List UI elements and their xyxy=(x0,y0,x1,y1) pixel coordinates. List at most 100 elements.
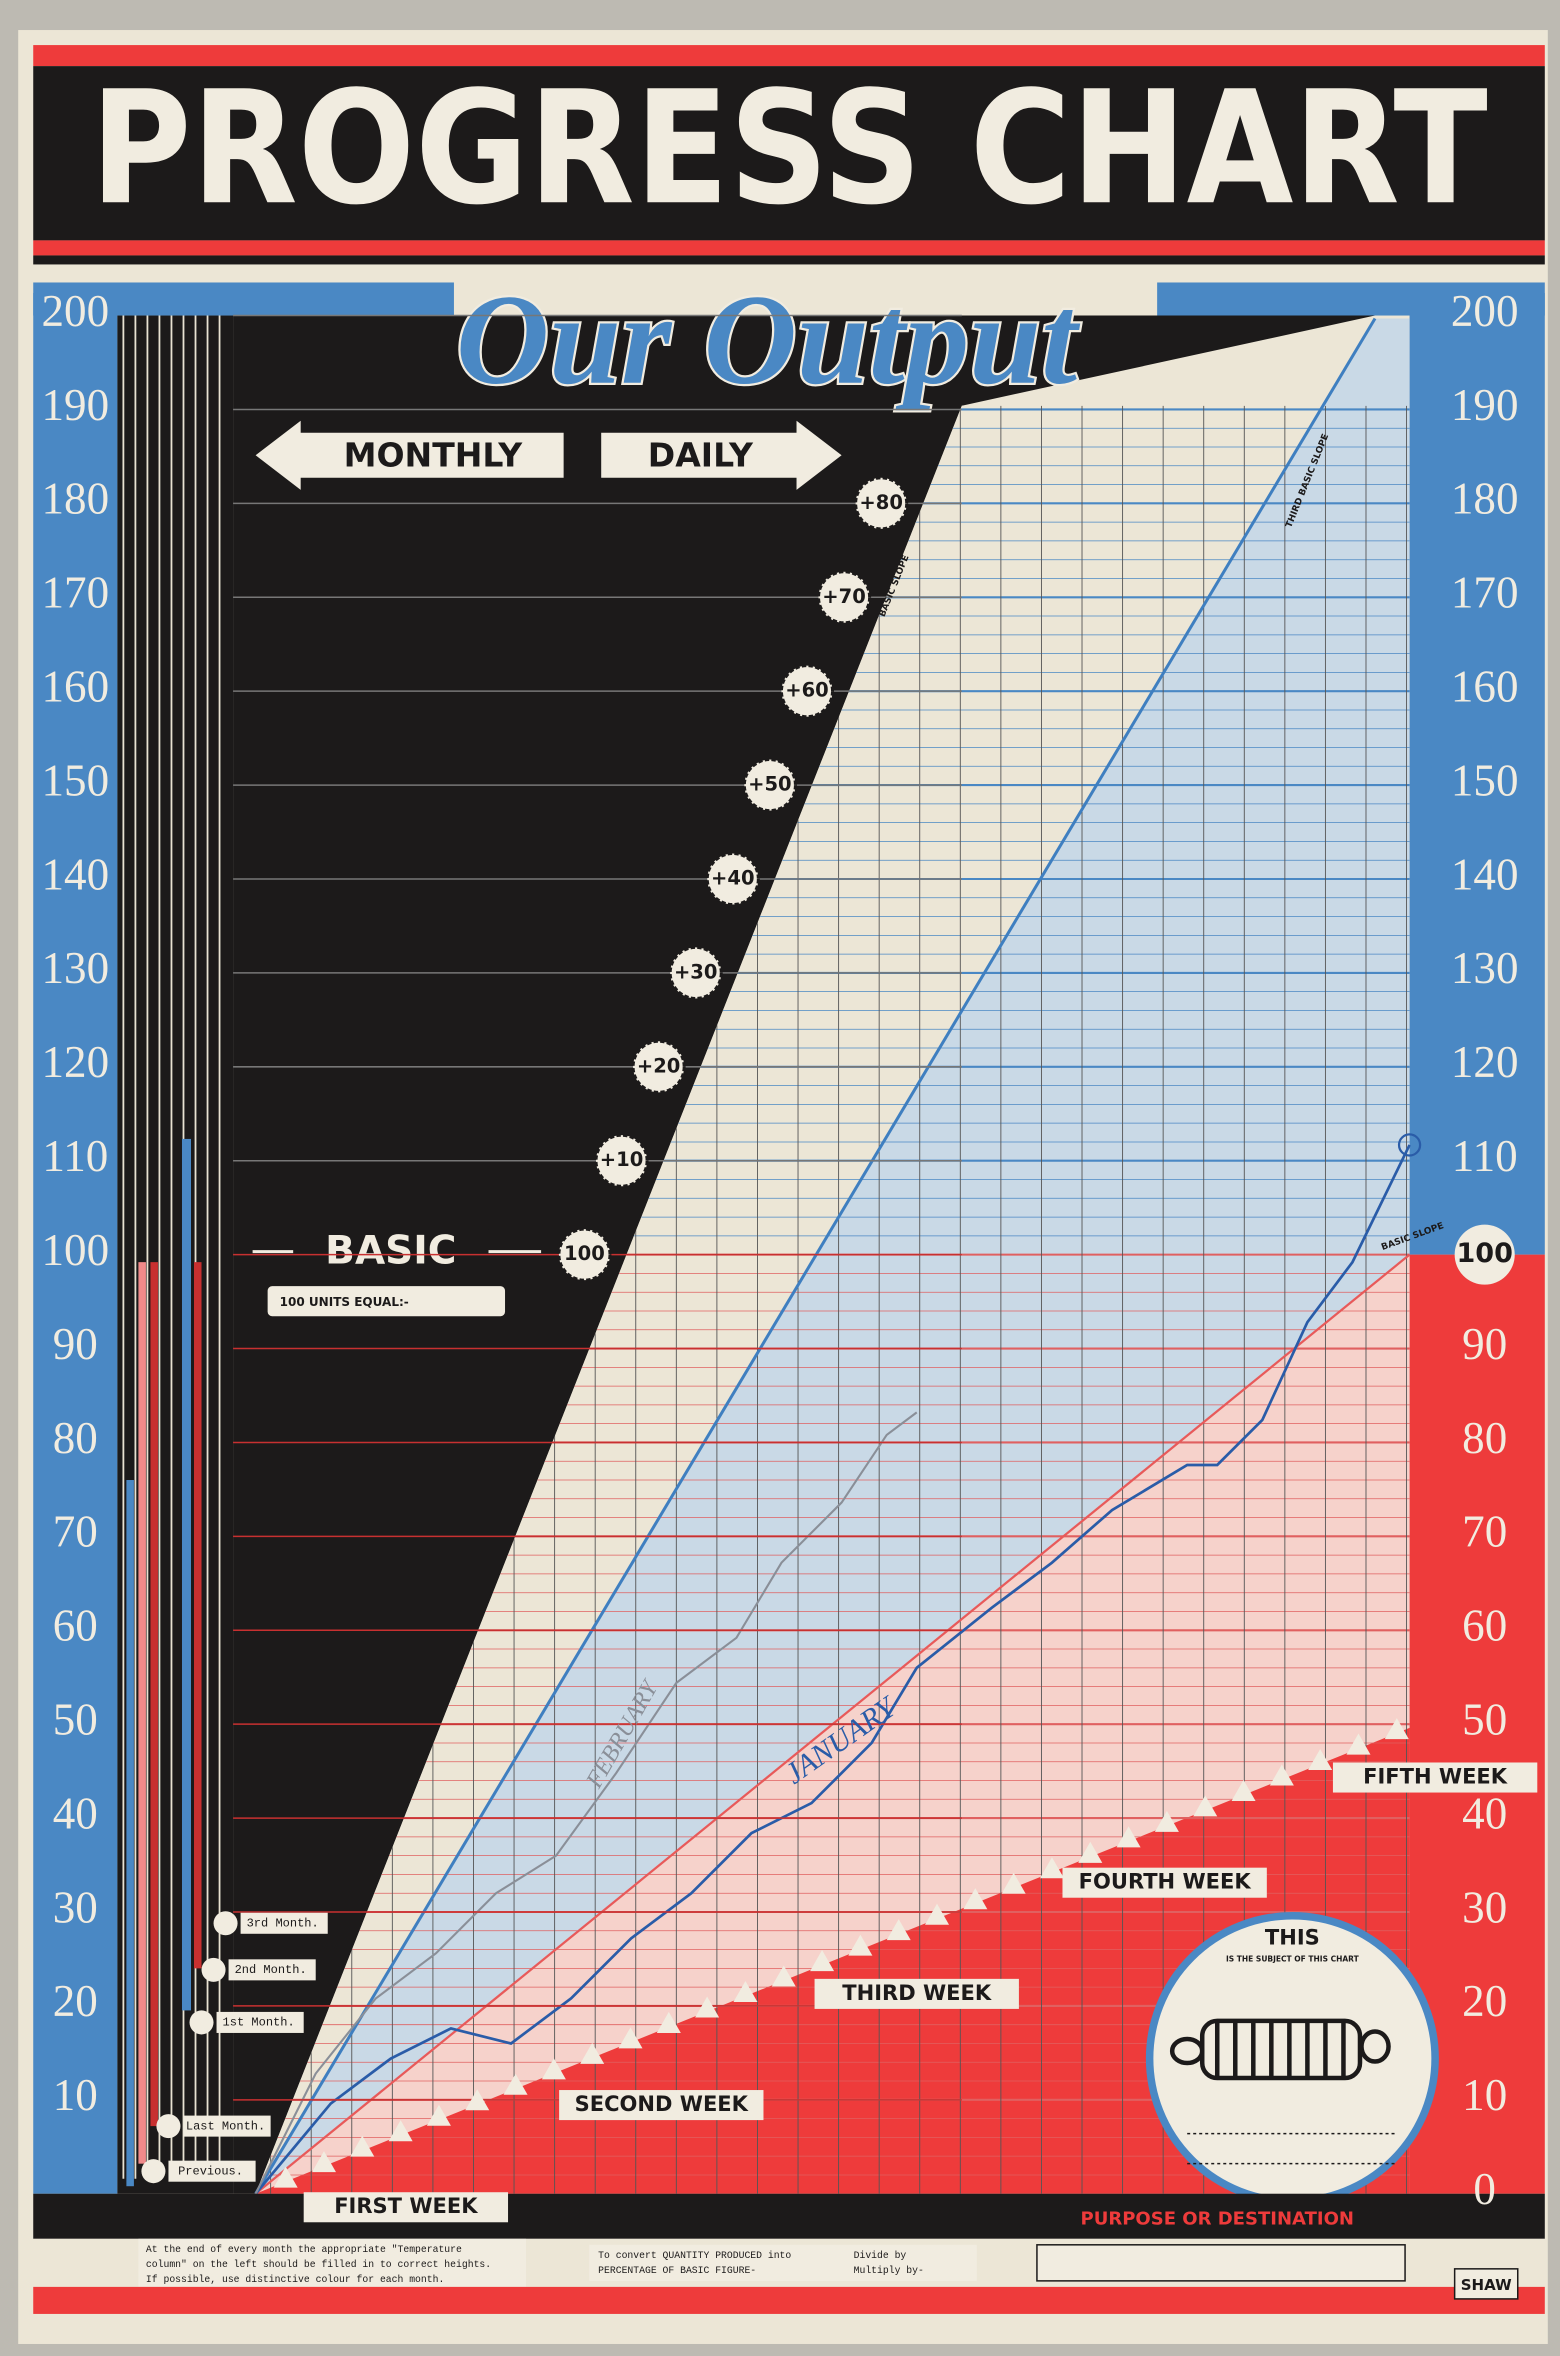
week-marker xyxy=(465,2089,490,2111)
week-marker xyxy=(503,2073,528,2095)
right-scale-label: 130 xyxy=(1451,943,1519,993)
left-scale-column xyxy=(33,292,118,2194)
divide-line: Divide by xyxy=(854,2250,907,2261)
left-scale-label: 90 xyxy=(53,1319,98,1369)
left-scale-label: 120 xyxy=(42,1037,110,1087)
week-marker xyxy=(388,2120,413,2142)
right-scale-label: 120 xyxy=(1451,1037,1519,1087)
week-marker xyxy=(733,1980,758,2003)
note-line: If possible, use distinctive colour for … xyxy=(146,2274,444,2285)
badge xyxy=(854,476,909,531)
thermo-tag xyxy=(240,1912,328,1934)
right-scale-label: 50 xyxy=(1462,1695,1507,1745)
end-marker xyxy=(1397,1133,1422,1157)
left-scale-label: 140 xyxy=(42,849,110,899)
badge xyxy=(705,851,760,907)
left-scale-label: 200 xyxy=(42,286,110,336)
week-box xyxy=(559,2090,764,2121)
subtitle: Our Output xyxy=(456,268,1081,411)
week-marker xyxy=(656,2011,681,2033)
right-scale-label: 140 xyxy=(1451,849,1519,899)
monthly-arrow xyxy=(255,420,564,490)
left-scale-label: 80 xyxy=(53,1413,98,1463)
badge xyxy=(557,1227,612,1282)
week-box xyxy=(303,2192,509,2223)
right-scale-label: 100 xyxy=(1456,1238,1512,1269)
week-marker xyxy=(1001,1872,1026,1894)
left-scale-label: 100 xyxy=(42,1225,110,1275)
right-scale-label: 110 xyxy=(1452,1131,1518,1181)
week-label: THIRD WEEK xyxy=(842,1980,992,2005)
left-scale-label: 130 xyxy=(42,943,110,993)
badge-label: +80 xyxy=(859,491,903,514)
daily-label: DAILY xyxy=(648,435,754,474)
thermo-label: 2nd Month. xyxy=(235,1963,307,1977)
thermo-bulb xyxy=(213,1911,238,1936)
week-marker xyxy=(924,1903,950,1925)
right-scale-label: 180 xyxy=(1451,474,1519,524)
daily-arrow xyxy=(601,420,842,490)
week-marker xyxy=(580,2042,605,2064)
badge xyxy=(668,945,723,1000)
week-label: FOURTH WEEK xyxy=(1079,1869,1252,1894)
week-marker xyxy=(1231,1779,1256,1801)
left-scale-label: 180 xyxy=(42,474,110,524)
black-rule xyxy=(33,255,1545,265)
right-scale-label: 30 xyxy=(1462,1882,1507,1932)
left-scale-label: 30 xyxy=(53,1882,98,1932)
week-marker xyxy=(1269,1764,1294,1786)
week-marker xyxy=(311,2151,336,2173)
week-marker xyxy=(695,1996,720,2018)
week-label: FIFTH WEEK xyxy=(1363,1764,1508,1789)
basic-bg xyxy=(293,1229,489,1275)
week-marker xyxy=(618,2027,643,2049)
left-scale-label: 110 xyxy=(42,1131,108,1181)
badge xyxy=(742,758,797,813)
week-marker xyxy=(963,1888,988,1910)
week-marker xyxy=(1384,1718,1409,1740)
right-scale-label: 90 xyxy=(1462,1319,1507,1369)
thermo-bulb xyxy=(156,2114,181,2139)
thermo-bulb xyxy=(141,2159,166,2184)
week-marker xyxy=(273,2166,298,2188)
note-line: At the end of every month the appropriat… xyxy=(146,2244,462,2255)
thermo-label: Last Month. xyxy=(186,2119,265,2133)
subject-caption: IS THE SUBJECT OF THIS CHART xyxy=(1226,1954,1360,1963)
week-box xyxy=(1332,1762,1538,1793)
week-label: FIRST WEEK xyxy=(334,2193,478,2218)
left-scale-label: 40 xyxy=(53,1788,98,1838)
week-marker xyxy=(1154,1810,1179,1832)
thermo-tag xyxy=(216,2011,304,2033)
left-scale-label: 60 xyxy=(53,1601,98,1651)
signature: SHAW xyxy=(1461,2276,1512,2294)
title-band xyxy=(33,66,1545,241)
week-marker xyxy=(886,1919,911,1941)
week-marker xyxy=(771,1965,796,1987)
red-rule xyxy=(33,240,1545,256)
january-line xyxy=(254,1144,1411,2195)
basic-slope-line xyxy=(254,317,1377,2195)
divide-line: Multiply by- xyxy=(854,2265,924,2276)
week-marker xyxy=(1039,1857,1064,1879)
left-scale-label: 150 xyxy=(42,755,110,805)
badge-label: +10 xyxy=(600,1148,644,1171)
week-marker xyxy=(1078,1841,1103,1863)
left-scale-label: 190 xyxy=(42,380,110,430)
thermo-fill xyxy=(181,1138,191,2011)
note-line: column" on the left should be filled in … xyxy=(146,2259,491,2270)
week-marker xyxy=(426,2104,451,2126)
bottom-red-band xyxy=(33,2286,1545,2314)
left-scale-label: 70 xyxy=(53,1507,98,1557)
monthly-label: MONTHLY xyxy=(344,435,524,474)
right-scale-label: 150 xyxy=(1451,755,1519,805)
top-red-band xyxy=(33,45,1545,67)
right-scale-label: 190 xyxy=(1451,380,1519,430)
units-label: 100 UNITS EQUAL:- xyxy=(280,1295,409,1309)
week-marker xyxy=(1308,1748,1333,1771)
left-scale-label: 160 xyxy=(42,662,110,712)
badge-label: +60 xyxy=(785,679,829,702)
thermo-label: 3rd Month. xyxy=(247,1916,319,1930)
left-scale-label: 50 xyxy=(53,1695,98,1745)
week-marker xyxy=(1193,1795,1218,1817)
